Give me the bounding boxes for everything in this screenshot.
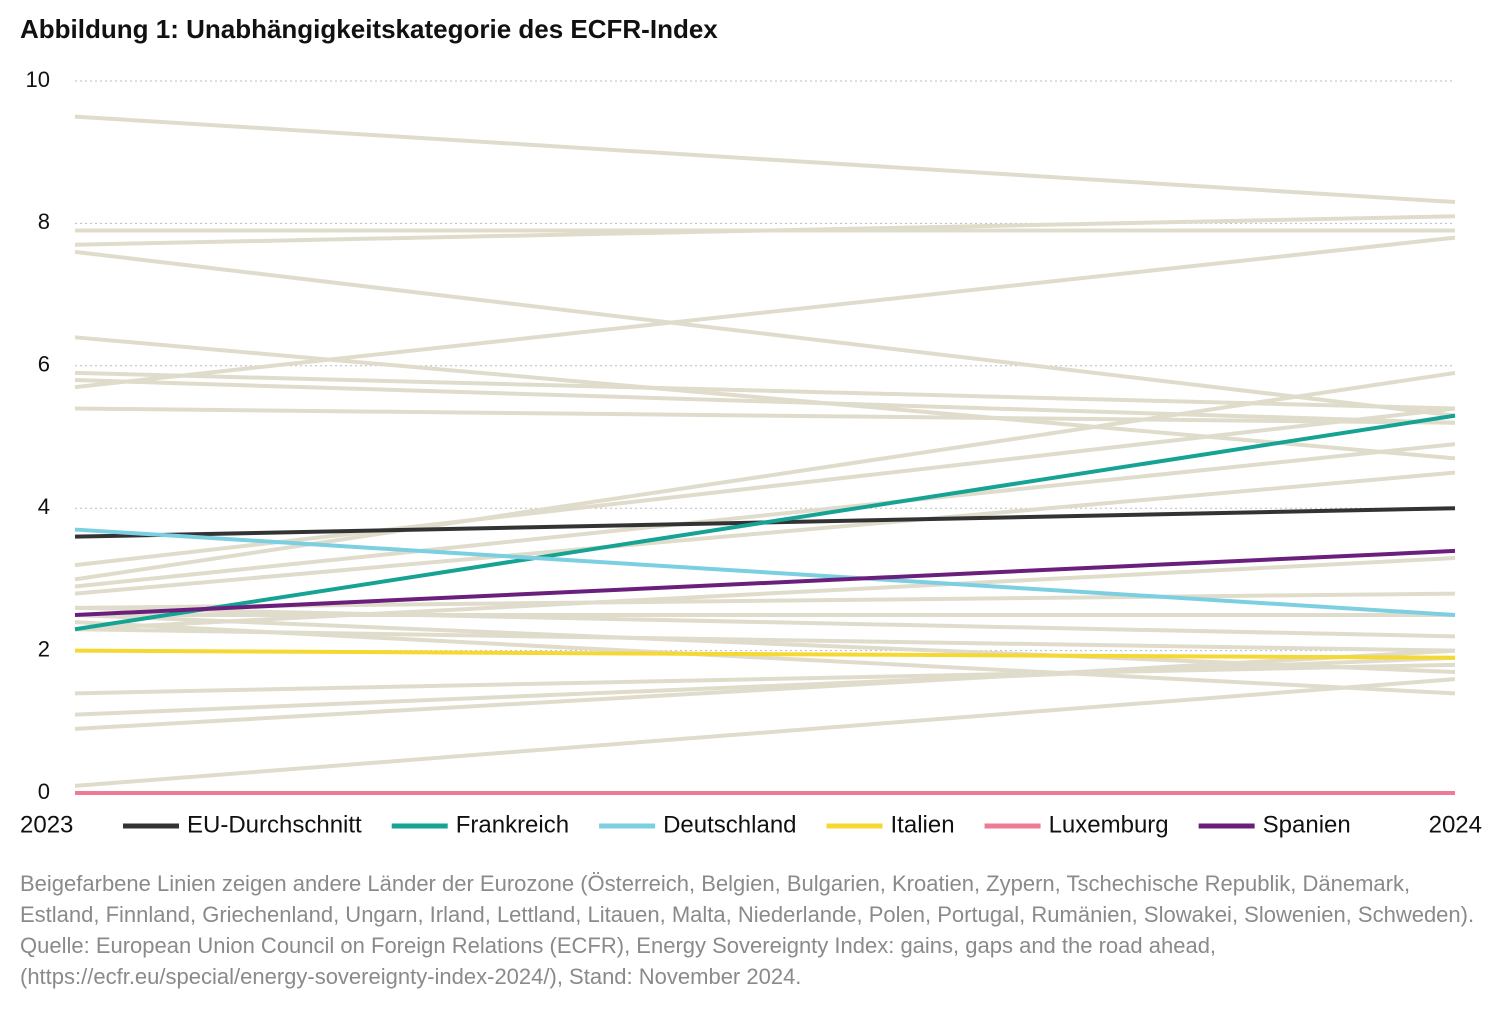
y-tick-label: 2 xyxy=(38,636,50,661)
other-country-line xyxy=(74,214,1456,247)
y-tick-label: 8 xyxy=(38,209,50,234)
chart: Abbildung 1: Unabhängigkeitskategorie de… xyxy=(20,14,1482,838)
note: Beigefarbene Linien zeigen andere Länder… xyxy=(20,871,1475,927)
legend-label: EU-Durchschnitt xyxy=(187,811,362,838)
series-line xyxy=(74,648,1456,660)
other-country-line xyxy=(74,677,1456,788)
legend-label: Deutschland xyxy=(663,811,796,838)
other-country-line xyxy=(74,378,1456,425)
legend-label: Italien xyxy=(891,811,955,838)
other-country-line xyxy=(74,335,1456,461)
series-line xyxy=(74,527,1456,617)
legend-label: Spanien xyxy=(1263,811,1351,838)
other-country-line xyxy=(74,406,1456,425)
other-country-line xyxy=(74,655,1456,717)
other-country-line xyxy=(74,605,1456,639)
other-country-line xyxy=(74,249,1456,418)
y-tick-label: 4 xyxy=(38,494,50,519)
other-country-line xyxy=(74,627,1456,653)
other-country-line xyxy=(74,406,1456,568)
legend-label: Frankreich xyxy=(456,811,569,838)
other-country-line xyxy=(74,442,1456,589)
other-country-line xyxy=(74,235,1456,390)
chart-title: Abbildung 1: Unabhängigkeitskategorie de… xyxy=(20,14,718,44)
other-country-line xyxy=(74,114,1456,205)
legend-label: Luxemburg xyxy=(1049,811,1169,838)
other-country-line xyxy=(74,662,1456,696)
y-tick-label: 0 xyxy=(38,779,50,804)
other-country-line xyxy=(74,556,1456,632)
other-country-line xyxy=(74,470,1456,596)
series-line xyxy=(74,413,1456,632)
other-country-line xyxy=(74,370,1456,411)
other-country-line xyxy=(74,648,1456,731)
x-tick-label: 2023 xyxy=(20,811,73,838)
x-tick-label: 2024 xyxy=(1429,811,1482,838)
other-country-line xyxy=(74,370,1456,582)
source: Quelle: European Union Council on Foreig… xyxy=(20,933,1217,989)
y-tick-label: 10 xyxy=(26,67,50,92)
series-line xyxy=(74,548,1456,617)
y-tick-label: 6 xyxy=(38,352,50,377)
notes: Beigefarbene Linien zeigen andere Länder… xyxy=(20,868,1480,992)
